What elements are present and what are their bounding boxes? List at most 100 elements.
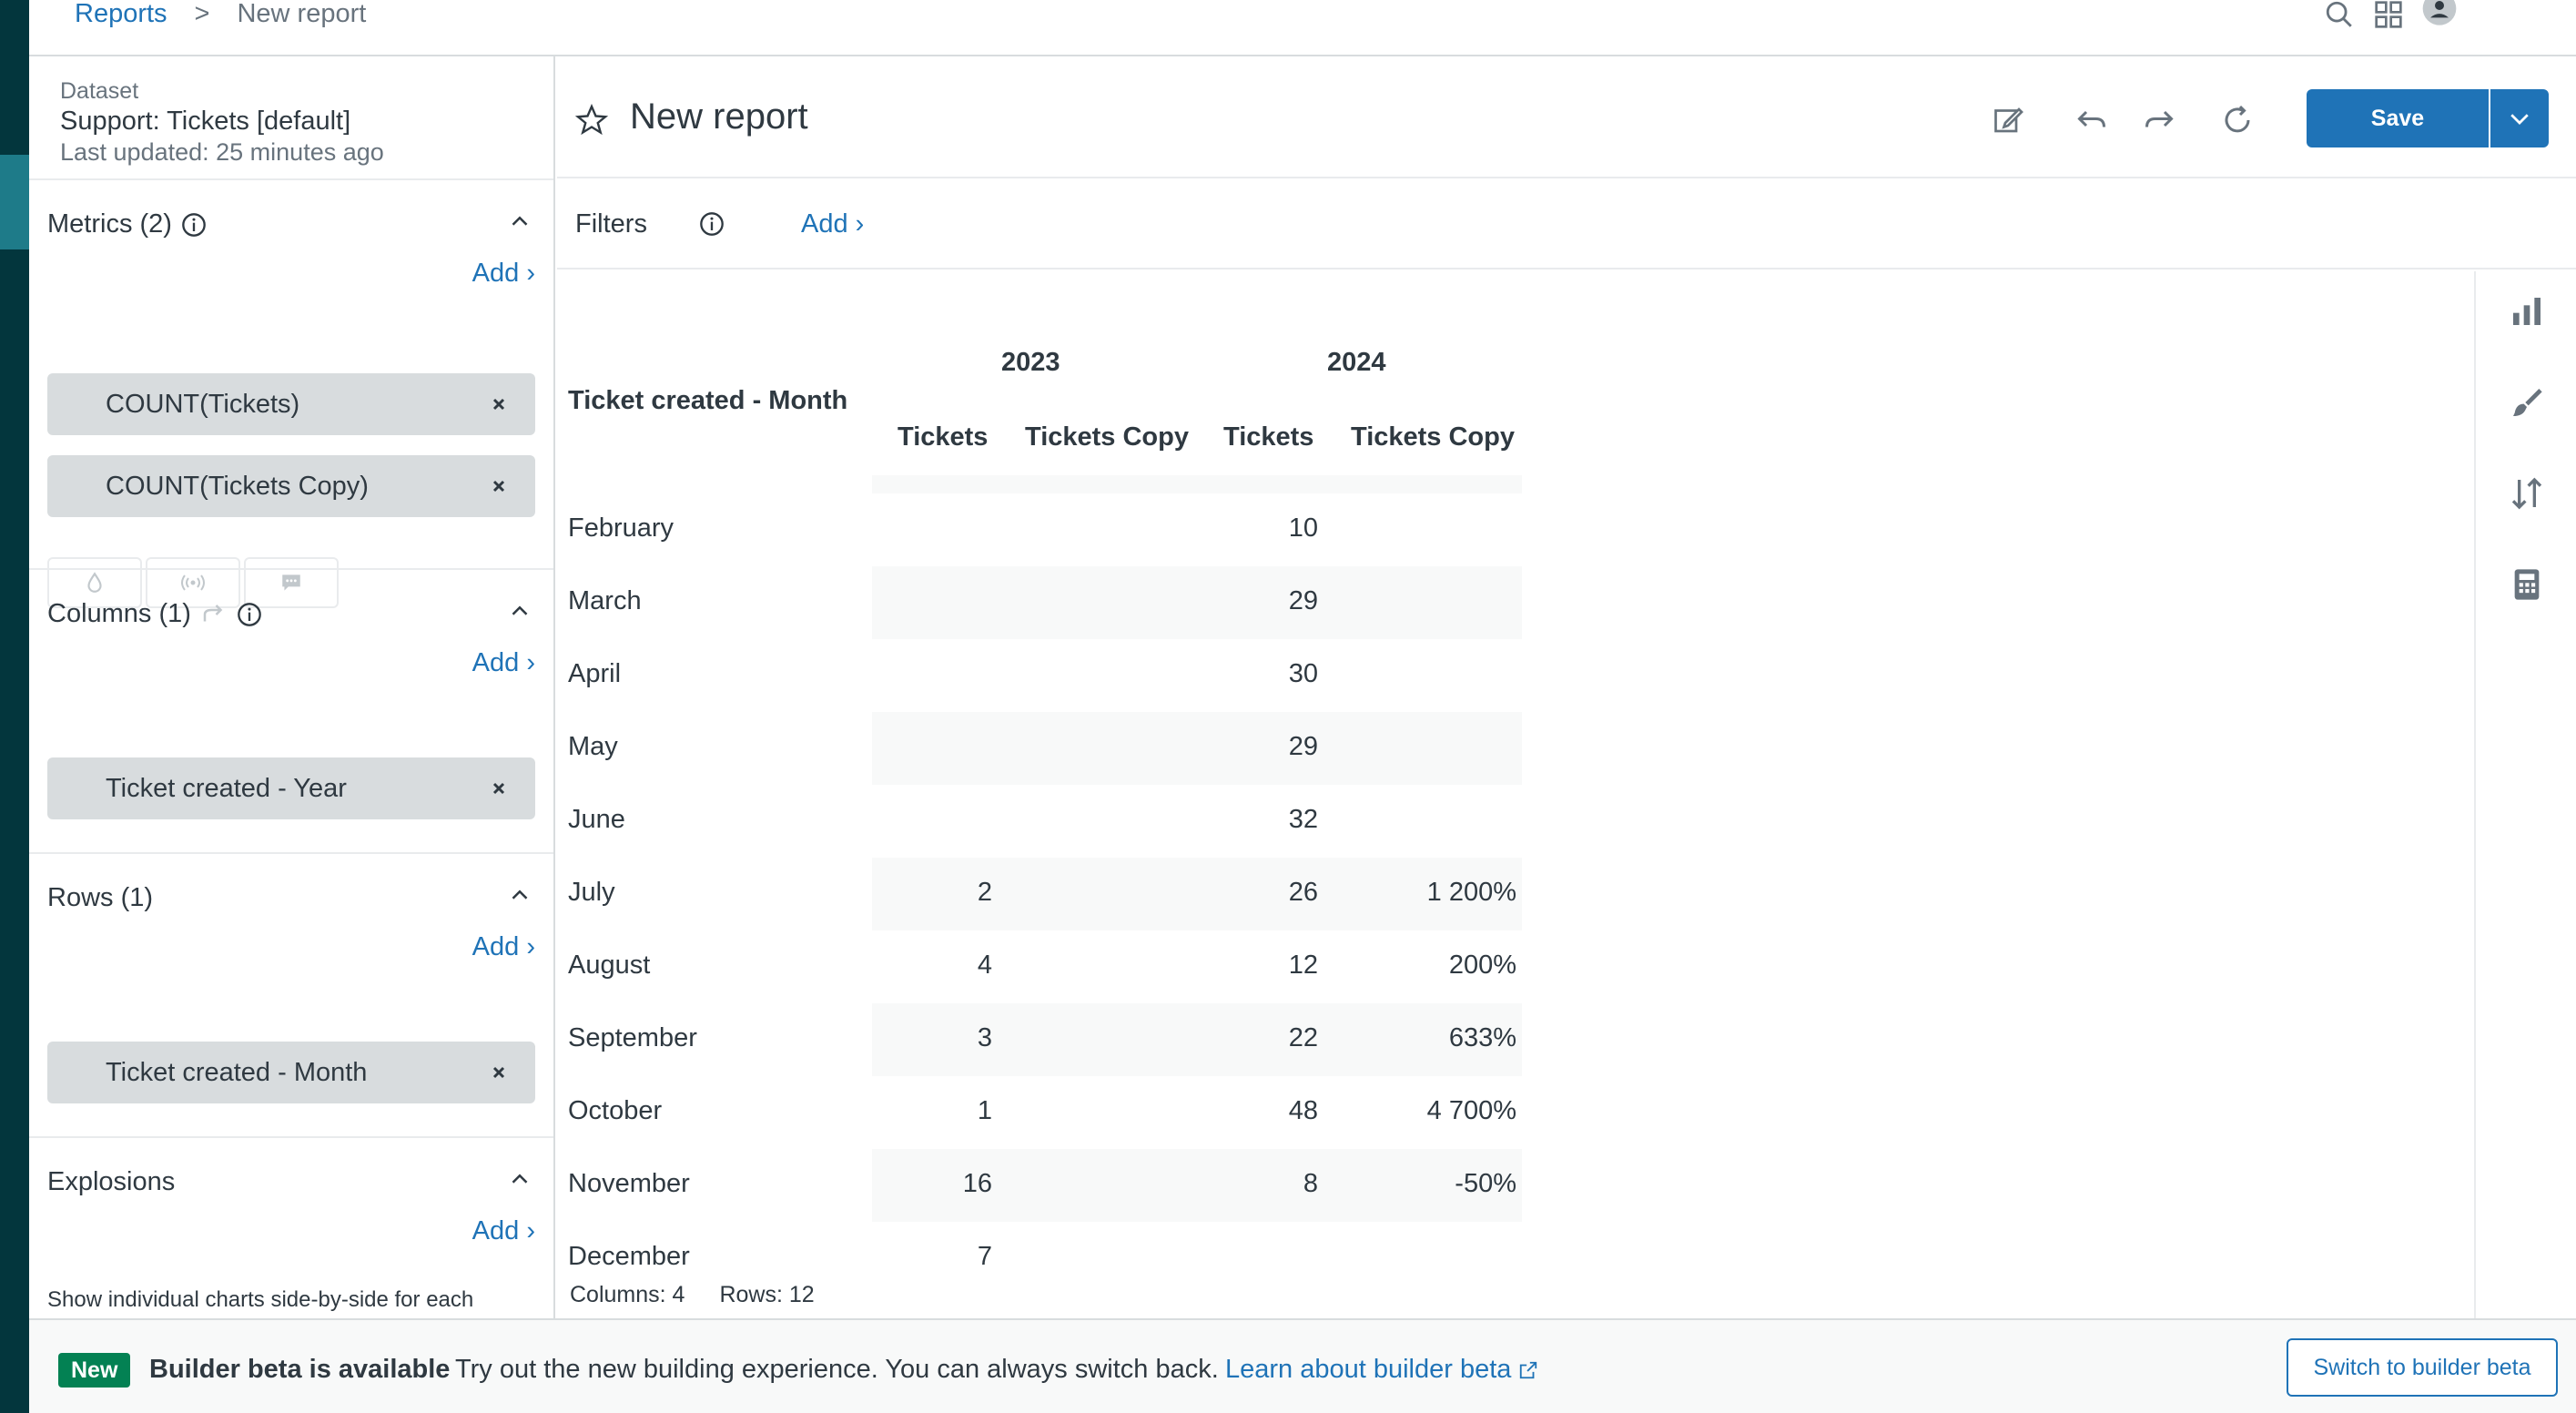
remove-icon[interactable]	[488, 778, 510, 799]
row-band	[872, 1003, 1522, 1076]
rows-section: Rows (1) Add › Ticket created - Month	[29, 852, 553, 1136]
explosions-add-label: Add	[472, 1216, 520, 1245]
table-cell: 2	[977, 878, 992, 907]
report-title[interactable]: New report	[630, 97, 808, 137]
external-link-icon	[1520, 1361, 1537, 1378]
rows-add-link[interactable]: Add ›	[472, 932, 535, 961]
switch-to-builder-beta-button[interactable]: Switch to builder beta	[2287, 1338, 2558, 1397]
row-band	[872, 858, 1522, 930]
table-cell: 16	[962, 1169, 992, 1198]
filters-bar: Filters Add ›	[557, 180, 2576, 269]
table-cell: 7	[977, 1242, 992, 1271]
top-header: Reports > New report	[29, 0, 2576, 56]
breadcrumb-reports-link[interactable]: Reports	[75, 0, 167, 28]
refresh-icon[interactable]	[2219, 102, 2256, 138]
edit-icon[interactable]	[1990, 102, 2026, 138]
metric-header: Tickets Copy	[1025, 422, 1189, 452]
chevron-up-icon[interactable]	[506, 597, 533, 625]
dataset-label: Dataset	[60, 78, 139, 104]
columns-add-label: Add	[472, 648, 520, 677]
table-cell: 48	[1288, 1096, 1318, 1125]
rows-title-text: Rows (1)	[47, 883, 154, 912]
chevron-up-icon[interactable]	[506, 1165, 533, 1193]
pivot-table: Ticket created - Month 2023 2024 Tickets…	[557, 271, 2476, 1318]
row-label: October	[568, 1096, 663, 1125]
report-sidebar: Dataset Support: Tickets [default] Last …	[29, 56, 555, 1318]
table-cell: 200%	[1448, 950, 1516, 980]
metrics-section: Metrics (2) Add › COUNT(Tickets) COUNT(T…	[29, 178, 553, 625]
metric-pill[interactable]: COUNT(Tickets Copy)	[47, 455, 535, 517]
row-pill[interactable]: Ticket created - Month	[47, 1042, 535, 1103]
swap-icon[interactable]	[200, 601, 228, 628]
chevron-up-icon[interactable]	[506, 881, 533, 909]
broadcast-button[interactable]	[146, 557, 240, 608]
explosions-title-text: Explosions	[47, 1167, 176, 1196]
explosions-add-link[interactable]: Add ›	[472, 1216, 535, 1245]
header-band	[872, 475, 1522, 493]
product-nav-strip	[0, 0, 29, 1413]
right-rail	[2476, 271, 2576, 1318]
table-cell: 4 700%	[1426, 1096, 1516, 1125]
footer-rows: Rows: 12	[719, 1282, 815, 1307]
user-avatar-icon[interactable]	[2421, 0, 2458, 29]
filters-label: Filters	[575, 209, 647, 239]
columns-add-link[interactable]: Add ›	[472, 648, 535, 677]
table-cell: 12	[1288, 950, 1318, 980]
breadcrumb-current: New report	[237, 0, 367, 28]
table-cell: 1	[977, 1096, 992, 1125]
report-title-bar: New report Save	[557, 56, 2576, 178]
remove-icon[interactable]	[488, 1062, 510, 1083]
columns-title: Columns (1)	[47, 599, 262, 629]
sort-icon[interactable]	[2509, 475, 2545, 512]
paintbrush-icon[interactable]	[2509, 384, 2545, 421]
table-cell: 3	[977, 1023, 992, 1052]
dataset-updated: Last updated: 25 minutes ago	[60, 138, 384, 166]
learn-more-link[interactable]: Learn about builder beta	[1225, 1355, 1538, 1385]
learn-more-label: Learn about builder beta	[1225, 1355, 1512, 1384]
star-icon[interactable]	[575, 104, 608, 137]
banner-title: Builder beta is available	[149, 1355, 451, 1384]
row-label: February	[568, 513, 674, 543]
columns-title-text: Columns (1)	[47, 599, 191, 628]
table-footer: Columns: 4 Rows: 12	[570, 1282, 815, 1308]
table-cell: 4	[977, 950, 992, 980]
report-main: New report Save Filters Add › Ticket cre…	[557, 56, 2576, 1318]
color-button[interactable]	[47, 557, 142, 608]
chart-icon[interactable]	[2509, 293, 2545, 330]
row-label: December	[568, 1242, 690, 1271]
save-options-button[interactable]	[2490, 89, 2549, 147]
undo-icon[interactable]	[2074, 102, 2110, 138]
year-header: 2024	[1327, 348, 1386, 377]
dataset-info: Dataset Support: Tickets [default] Last …	[60, 76, 384, 168]
rows-title: Rows (1)	[47, 883, 153, 913]
filters-add-link[interactable]: Add ›	[801, 209, 865, 239]
info-icon[interactable]	[699, 211, 725, 237]
info-icon[interactable]	[181, 212, 207, 238]
table-cell: 633%	[1448, 1023, 1516, 1052]
apps-icon[interactable]	[2370, 0, 2407, 29]
chevron-up-icon[interactable]	[506, 208, 533, 235]
columns-section: Columns (1) Add › Ticket created - Year	[29, 568, 553, 852]
redo-icon[interactable]	[2141, 102, 2177, 138]
remove-icon[interactable]	[488, 393, 510, 415]
comment-icon	[282, 574, 300, 591]
comment-button[interactable]	[244, 557, 339, 608]
banner-text: Try out the new building experience. You…	[455, 1355, 1219, 1384]
dataset-name[interactable]: Support: Tickets [default]	[60, 107, 351, 136]
row-label: June	[568, 805, 625, 834]
row-label: May	[568, 732, 618, 761]
remove-icon[interactable]	[488, 475, 510, 497]
metrics-add-link[interactable]: Add ›	[472, 259, 535, 288]
search-icon[interactable]	[2321, 0, 2358, 29]
row-label: November	[568, 1169, 690, 1198]
new-badge: New	[58, 1353, 131, 1388]
product-nav-active-tab[interactable]	[0, 155, 29, 249]
breadcrumb: Reports > New report	[75, 0, 367, 28]
droplet-icon	[87, 572, 102, 593]
metric-pill[interactable]: COUNT(Tickets)	[47, 373, 535, 435]
info-icon[interactable]	[237, 602, 262, 627]
table-cell: 1 200%	[1426, 878, 1516, 907]
save-button[interactable]: Save	[2307, 89, 2489, 147]
column-pill[interactable]: Ticket created - Year	[47, 757, 535, 819]
calculator-icon[interactable]	[2509, 566, 2545, 603]
